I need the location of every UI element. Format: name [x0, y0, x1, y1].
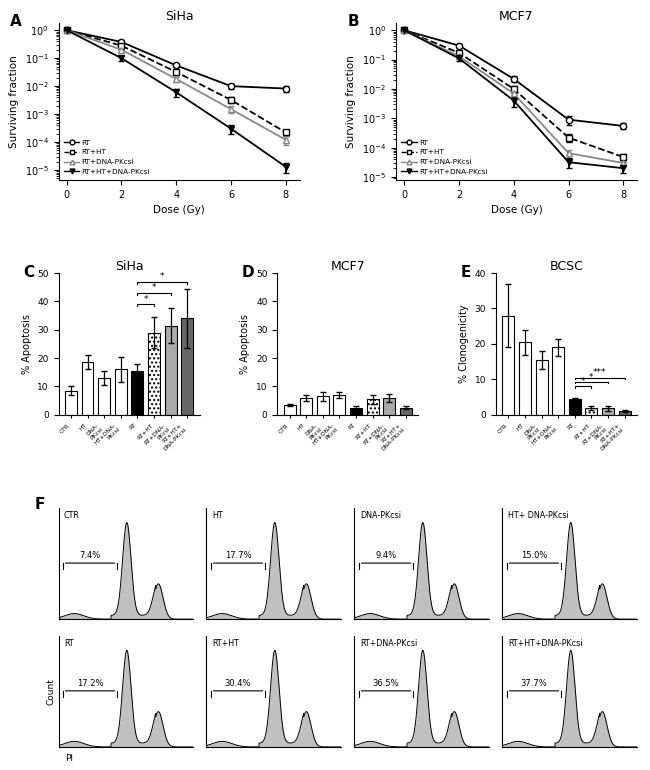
Bar: [317, 397, 329, 415]
Bar: [619, 411, 630, 415]
Text: C: C: [23, 265, 34, 280]
Title: BCSC: BCSC: [549, 260, 584, 273]
Bar: [350, 408, 362, 415]
Text: A: A: [10, 14, 22, 28]
Text: 9.4%: 9.4%: [376, 551, 396, 561]
Bar: [283, 405, 296, 415]
Bar: [552, 347, 564, 415]
X-axis label: Dose (Gy): Dose (Gy): [491, 205, 542, 215]
Text: HT: HT: [212, 511, 222, 521]
X-axis label: PI: PI: [65, 754, 73, 762]
Text: RT: RT: [64, 639, 73, 648]
Text: B: B: [348, 14, 359, 28]
Bar: [81, 363, 94, 415]
Bar: [502, 316, 514, 415]
Text: D: D: [242, 265, 255, 280]
Text: HT+ DNA-PKcsi: HT+ DNA-PKcsi: [508, 511, 569, 521]
Text: *: *: [144, 295, 148, 303]
Text: F: F: [34, 497, 45, 512]
Text: 17.7%: 17.7%: [225, 551, 252, 561]
Bar: [519, 342, 531, 415]
Bar: [300, 398, 312, 415]
Bar: [115, 370, 127, 415]
Text: CTR: CTR: [64, 511, 80, 521]
Title: MCF7: MCF7: [330, 260, 365, 273]
Text: *: *: [589, 373, 593, 381]
Bar: [131, 371, 144, 415]
Bar: [569, 400, 580, 415]
Bar: [586, 408, 597, 415]
Y-axis label: % Apoptosis: % Apoptosis: [240, 314, 250, 374]
Y-axis label: Count: Count: [47, 678, 56, 705]
Text: 30.4%: 30.4%: [225, 679, 252, 688]
Bar: [400, 408, 412, 415]
Legend: RT, RT+HT, RT+DNA-PKcsi, RT+HT+DNA-PKcsi: RT, RT+HT, RT+DNA-PKcsi, RT+HT+DNA-PKcsi: [62, 139, 151, 176]
Text: *: *: [160, 272, 164, 281]
Text: 15.0%: 15.0%: [521, 551, 547, 561]
Text: RT+HT+DNA-PKcsi: RT+HT+DNA-PKcsi: [508, 639, 582, 648]
Text: *: *: [581, 377, 585, 386]
Bar: [148, 333, 160, 415]
Y-axis label: % Clonogenicity: % Clonogenicity: [459, 305, 469, 383]
Text: 37.7%: 37.7%: [521, 679, 547, 688]
Title: SiHa: SiHa: [164, 10, 193, 23]
Bar: [333, 395, 345, 415]
Bar: [384, 398, 395, 415]
Text: ***: ***: [593, 368, 606, 377]
Text: 17.2%: 17.2%: [77, 679, 103, 688]
X-axis label: Dose (Gy): Dose (Gy): [153, 205, 205, 215]
Title: MCF7: MCF7: [499, 10, 534, 23]
Y-axis label: Surviving fraction: Surviving fraction: [346, 55, 356, 148]
Y-axis label: Surviving fraction: Surviving fraction: [9, 55, 19, 148]
Bar: [65, 390, 77, 415]
Bar: [164, 326, 177, 415]
Y-axis label: % Apoptosis: % Apoptosis: [21, 314, 32, 374]
Text: RT+DNA-PKcsi: RT+DNA-PKcsi: [360, 639, 417, 648]
Bar: [602, 408, 614, 415]
Text: E: E: [461, 265, 471, 280]
Title: SiHa: SiHa: [115, 260, 144, 273]
Legend: RT, RT+HT, RT+DNA-PKcsi, RT+HT+DNA-PKcsi: RT, RT+HT, RT+DNA-PKcsi, RT+HT+DNA-PKcsi: [400, 139, 489, 176]
Text: 36.5%: 36.5%: [372, 679, 399, 688]
Bar: [536, 360, 547, 415]
Bar: [181, 319, 193, 415]
Text: 7.4%: 7.4%: [79, 551, 101, 561]
Text: RT+HT: RT+HT: [212, 639, 239, 648]
Bar: [367, 400, 379, 415]
Text: DNA-PKcsi: DNA-PKcsi: [360, 511, 401, 521]
Text: *: *: [151, 283, 156, 293]
Bar: [98, 378, 110, 415]
